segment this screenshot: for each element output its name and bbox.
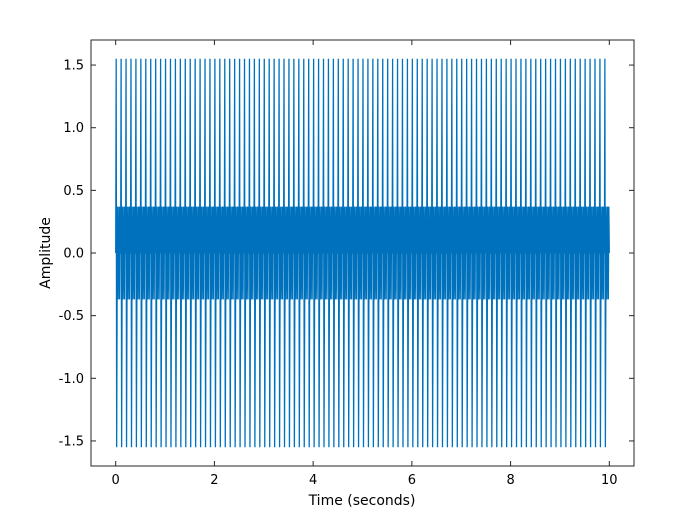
y-axis-label: Amplitude	[38, 217, 54, 289]
y-tick-label: -1.0	[59, 372, 84, 387]
y-tick-label: 1.5	[63, 59, 84, 74]
x-tick-label: 4	[309, 473, 317, 488]
y-axis: 1.5 1.0 0.5 0.0 -0.5 -1.0 -1.5	[59, 59, 634, 449]
series-layer	[115, 58, 610, 448]
y-tick-label: 0.0	[63, 247, 84, 262]
x-tick-label: 6	[408, 473, 416, 488]
y-tick-label: 0.5	[63, 184, 84, 199]
y-tick-label: 1.0	[63, 121, 84, 136]
x-tick-label: 10	[601, 473, 618, 488]
signal-line	[115, 58, 610, 448]
x-axis-label: Time (seconds)	[308, 493, 416, 509]
x-axis: 0 2 4 6 8 10	[112, 40, 618, 488]
x-tick-label: 0	[112, 473, 120, 488]
y-tick-label: -1.5	[59, 434, 84, 449]
x-tick-label: 2	[210, 473, 218, 488]
x-tick-label: 8	[506, 473, 514, 488]
y-tick-label: -0.5	[59, 309, 84, 324]
